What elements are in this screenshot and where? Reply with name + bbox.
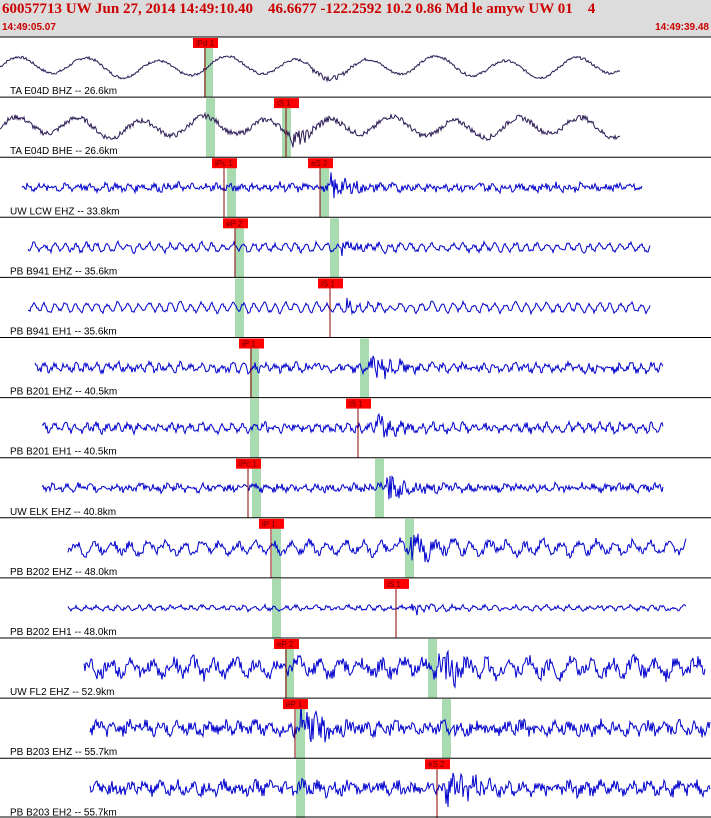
station-label: PB B201 EH1 -- 40.5km: [10, 447, 117, 458]
pick-flag[interactable]: [274, 639, 299, 649]
station-label: PB B203 EHZ -- 55.7km: [10, 747, 117, 758]
pick-window: [235, 278, 244, 338]
pick-window: [428, 639, 437, 699]
pick-flag[interactable]: [346, 398, 371, 409]
pick-label: iPc 1: [239, 460, 257, 469]
pick-flag[interactable]: [212, 158, 237, 169]
pick-window: [250, 338, 259, 398]
pick-label: iP 1: [242, 340, 256, 349]
pick-flag[interactable]: [425, 759, 450, 770]
pick-window: [204, 38, 213, 98]
station-label: UW LCW EHZ -- 33.8km: [10, 206, 119, 217]
pick-flag[interactable]: [193, 38, 218, 48]
pick-label: iP 1: [262, 520, 276, 529]
waveform-trace: [67, 533, 687, 564]
waveform-trace: [89, 772, 711, 808]
station-label: TA E04D BHZ -- 26.6km: [10, 86, 117, 97]
waveform-trace: [27, 297, 651, 316]
pick-flag[interactable]: [283, 699, 308, 710]
pick-label: iS 1: [321, 279, 335, 288]
start-time: 14:49:05.07: [2, 22, 56, 33]
station-label: PB B203 EH2 -- 55.7km: [10, 807, 117, 818]
waveform-trace: [0, 111, 621, 148]
waveform-trace: [67, 602, 687, 616]
waveform-trace: [89, 701, 711, 743]
station-label: PB B201 EHZ -- 40.5km: [10, 387, 117, 398]
waveform-trace: [27, 240, 651, 257]
pick-flag[interactable]: [236, 458, 261, 469]
pick-label: iS 1: [387, 580, 401, 589]
pick-window: [375, 458, 384, 518]
pick-window: [330, 218, 339, 278]
pick-label: iPc 1: [215, 159, 233, 168]
waveform-trace: [21, 172, 643, 199]
pick-window: [235, 218, 244, 278]
pick-label: eS 2: [311, 159, 328, 168]
pick-window: [206, 98, 215, 158]
event-title: 60057713 UW Jun 27, 2014 14:49:10.40 46.…: [2, 1, 596, 17]
pick-label: eS 2: [428, 760, 445, 769]
pick-flag[interactable]: [274, 98, 299, 109]
station-label: PB B202 EH1 -- 48.0km: [10, 627, 117, 638]
pick-flag[interactable]: [239, 338, 264, 349]
waveform-trace: [34, 355, 664, 380]
waveform-trace: [41, 413, 664, 438]
waveform-trace: [41, 475, 664, 500]
station-label: PB B202 EHZ -- 48.0km: [10, 567, 117, 578]
waveform-trace: [0, 54, 621, 83]
pick-label: eP 2: [226, 219, 243, 228]
pick-flag[interactable]: [308, 158, 333, 169]
pick-label: iS 1: [349, 400, 363, 409]
pick-label: iPd 1: [196, 39, 215, 48]
station-label: PB B941 EH1 -- 35.6km: [10, 327, 117, 338]
pick-window: [250, 398, 259, 458]
pick-window: [296, 699, 305, 759]
station-label: UW ELK EHZ -- 40.8km: [10, 507, 116, 518]
pick-label: iS 1: [277, 99, 291, 108]
pick-flag[interactable]: [318, 278, 343, 289]
pick-window: [320, 158, 329, 218]
pick-flag[interactable]: [384, 578, 409, 589]
pick-window: [252, 458, 261, 518]
pick-window: [360, 338, 369, 398]
end-time: 14:49:39.48: [655, 22, 709, 33]
header-bar: 60057713 UW Jun 27, 2014 14:49:10.40 46.…: [0, 0, 711, 37]
waveform-trace: [83, 649, 706, 689]
pick-window: [272, 518, 281, 578]
pick-label: eP 2: [277, 640, 294, 649]
station-label: TA E04D BHE -- 26.6km: [10, 146, 118, 157]
station-label: UW FL2 EHZ -- 52.9km: [10, 687, 114, 698]
pick-window: [285, 639, 294, 699]
pick-flag[interactable]: [259, 518, 284, 529]
pick-window: [227, 158, 236, 218]
station-label: PB B941 EHZ -- 35.6km: [10, 266, 117, 277]
pick-flag[interactable]: [223, 218, 248, 229]
pick-label: eP 1: [286, 700, 303, 709]
